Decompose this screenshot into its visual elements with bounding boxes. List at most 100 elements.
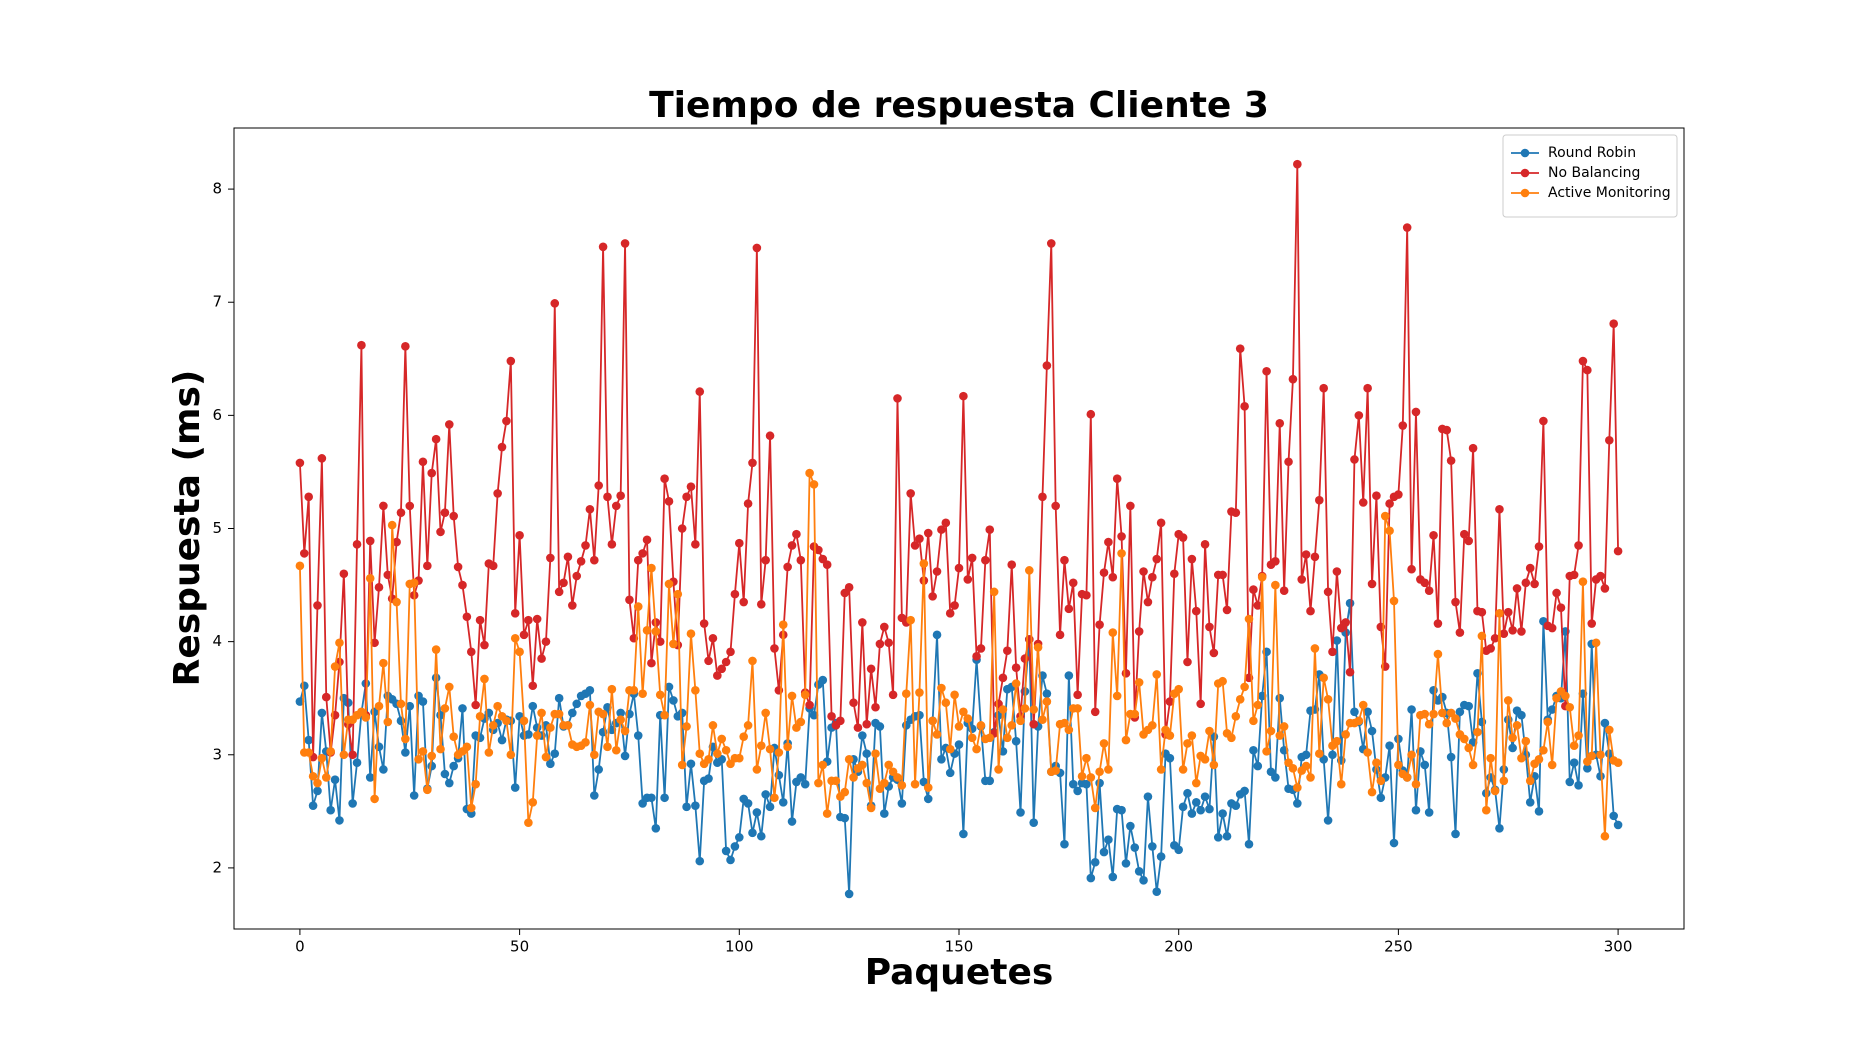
point — [379, 501, 388, 511]
x-tick-label: 0 — [295, 938, 305, 956]
point — [1086, 773, 1096, 782]
point — [1016, 716, 1025, 726]
point — [554, 587, 564, 597]
point — [1319, 383, 1328, 393]
point — [783, 562, 792, 572]
point — [1367, 787, 1377, 797]
point — [1591, 638, 1601, 648]
point — [1530, 579, 1539, 589]
point — [1007, 721, 1017, 730]
x-tick-label: 250 — [1384, 938, 1413, 956]
point — [959, 391, 968, 401]
point — [625, 595, 634, 605]
point — [638, 549, 647, 558]
point — [792, 529, 801, 539]
point — [1350, 707, 1359, 717]
point — [510, 609, 520, 618]
point — [686, 759, 696, 769]
point — [1464, 701, 1473, 711]
point — [739, 597, 748, 607]
point — [1064, 604, 1074, 614]
point — [1178, 802, 1188, 812]
point — [897, 781, 907, 790]
point — [1293, 783, 1302, 792]
point — [1315, 495, 1324, 505]
point — [1262, 747, 1271, 756]
point — [449, 761, 458, 771]
point — [1134, 867, 1144, 876]
point — [1213, 833, 1223, 842]
point — [735, 753, 744, 763]
point — [1367, 726, 1377, 736]
point — [1402, 223, 1412, 232]
point — [761, 555, 770, 565]
point — [954, 722, 964, 731]
point — [1126, 501, 1135, 511]
point — [1200, 540, 1210, 549]
point — [972, 744, 981, 754]
point — [669, 639, 678, 649]
point — [1411, 779, 1421, 789]
point — [1249, 585, 1258, 594]
legend-marker — [1520, 148, 1530, 158]
point — [1508, 743, 1517, 753]
point — [1191, 797, 1201, 807]
point — [853, 723, 863, 732]
point — [1350, 455, 1359, 464]
point — [466, 803, 476, 813]
point — [1090, 707, 1100, 717]
point — [699, 619, 709, 628]
point — [884, 760, 893, 770]
point — [1552, 693, 1561, 703]
point — [1042, 361, 1052, 370]
point — [546, 553, 555, 563]
point — [910, 779, 920, 789]
point — [1323, 695, 1333, 704]
point — [844, 583, 854, 592]
point — [1596, 771, 1605, 781]
point — [906, 615, 915, 625]
point — [941, 518, 951, 528]
point — [1090, 857, 1100, 867]
point — [923, 528, 933, 538]
point — [1539, 745, 1548, 755]
point — [471, 779, 480, 789]
point — [1517, 627, 1526, 636]
point — [972, 652, 981, 661]
point — [427, 751, 437, 761]
point — [295, 697, 305, 706]
point — [401, 734, 410, 744]
point — [458, 580, 467, 590]
point — [1376, 793, 1386, 803]
point — [528, 681, 538, 691]
point — [770, 644, 779, 653]
point — [488, 721, 498, 730]
point — [963, 575, 973, 584]
point — [515, 530, 524, 540]
point — [1301, 761, 1311, 771]
point — [1503, 696, 1513, 705]
point — [1394, 490, 1403, 499]
point — [1253, 700, 1263, 710]
point — [1363, 748, 1372, 757]
point — [915, 710, 924, 720]
point — [370, 638, 379, 648]
point — [880, 809, 889, 818]
point — [1411, 407, 1421, 417]
point — [800, 690, 810, 700]
point — [1561, 691, 1570, 701]
point — [594, 765, 603, 774]
point — [1534, 542, 1544, 551]
point — [1424, 586, 1434, 596]
point — [1490, 633, 1500, 643]
point — [1011, 663, 1021, 672]
point — [928, 592, 937, 601]
point — [1099, 847, 1109, 857]
point — [691, 540, 700, 549]
point — [677, 524, 687, 533]
point — [1099, 568, 1109, 577]
point — [1385, 526, 1394, 536]
point — [1517, 753, 1526, 763]
point — [629, 685, 639, 695]
point — [1200, 792, 1210, 801]
